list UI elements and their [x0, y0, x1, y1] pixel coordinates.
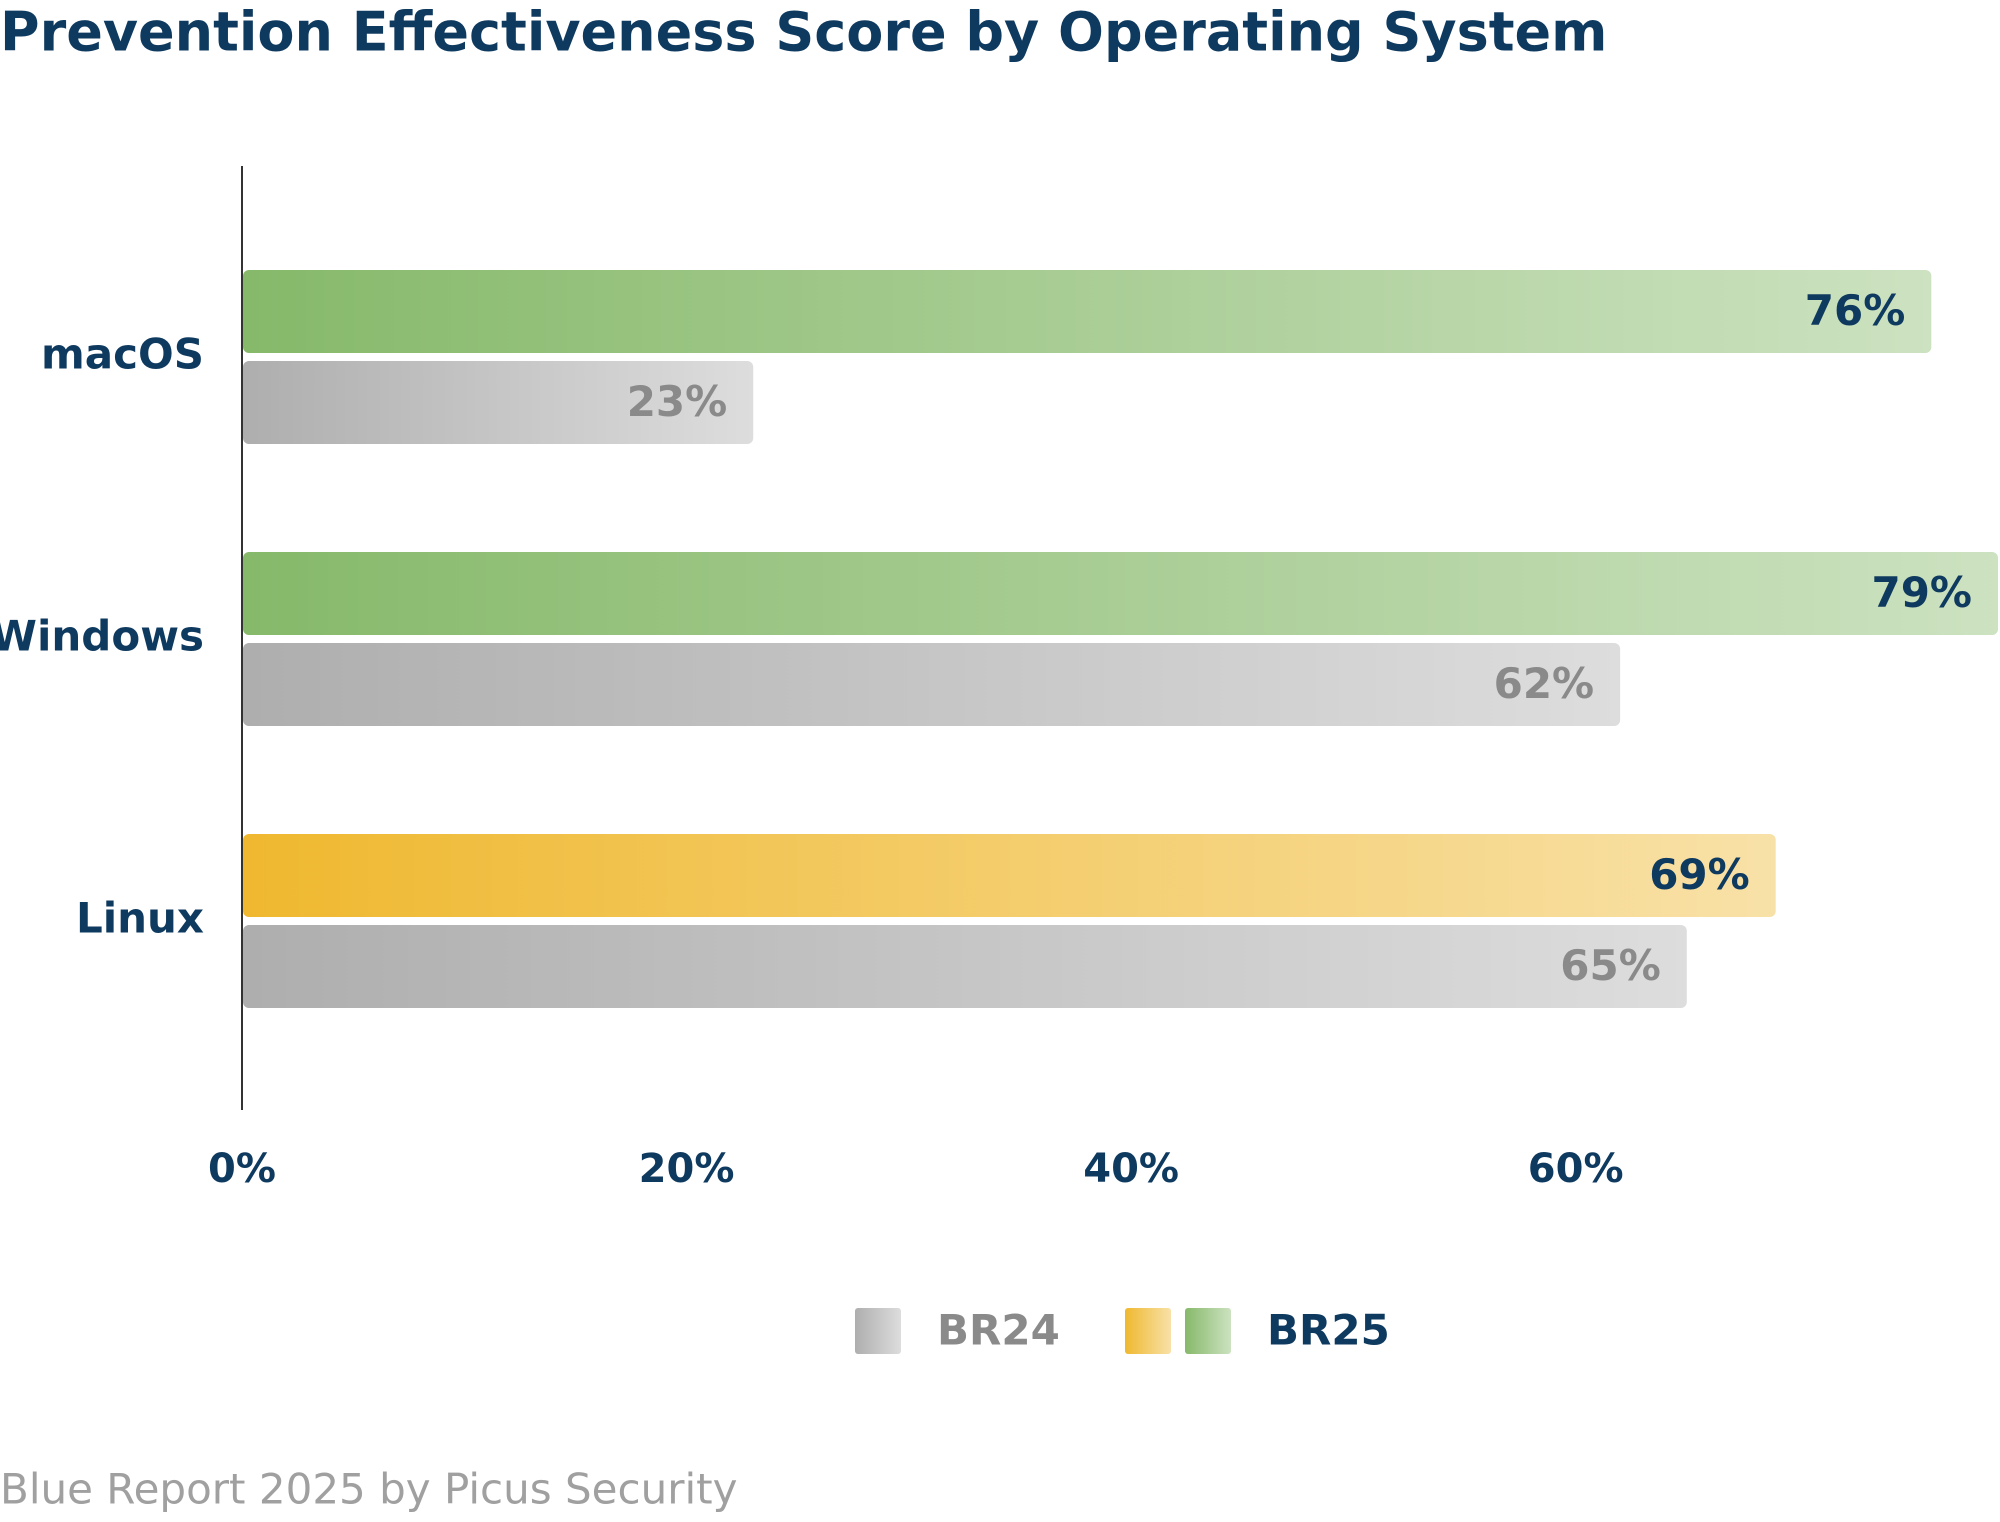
x-tick-label: 40%: [1083, 1146, 1179, 1192]
value-label: 76%: [1805, 286, 1906, 335]
value-label: 23%: [627, 377, 728, 426]
value-label: 79%: [1871, 568, 1972, 617]
chart-title: Prevention Effectiveness Score by Operat…: [0, 1, 1607, 64]
bar: [243, 643, 1621, 726]
legend-swatch: [1125, 1308, 1171, 1354]
bar: [243, 552, 1998, 635]
legend-label: BR25: [1267, 1306, 1390, 1355]
bar: [243, 925, 1687, 1008]
bar: [243, 270, 1932, 353]
x-tick-label: 60%: [1528, 1146, 1624, 1192]
x-tick-label: 20%: [639, 1146, 735, 1192]
legend-swatch: [855, 1308, 901, 1354]
value-label: 65%: [1560, 941, 1661, 990]
value-label: 62%: [1494, 659, 1595, 708]
y-tick-label: Windows: [0, 612, 204, 661]
y-tick-label: macOS: [41, 330, 204, 379]
value-label: 69%: [1649, 850, 1750, 899]
bar: [243, 361, 754, 444]
bar: [243, 834, 1776, 917]
legend-label: BR24: [937, 1306, 1060, 1355]
source-note: Blue Report 2025 by Picus Security: [0, 1465, 737, 1514]
legend-swatch: [1185, 1308, 1231, 1354]
y-tick-label: Linux: [76, 894, 204, 943]
x-tick-label: 0%: [208, 1146, 276, 1192]
